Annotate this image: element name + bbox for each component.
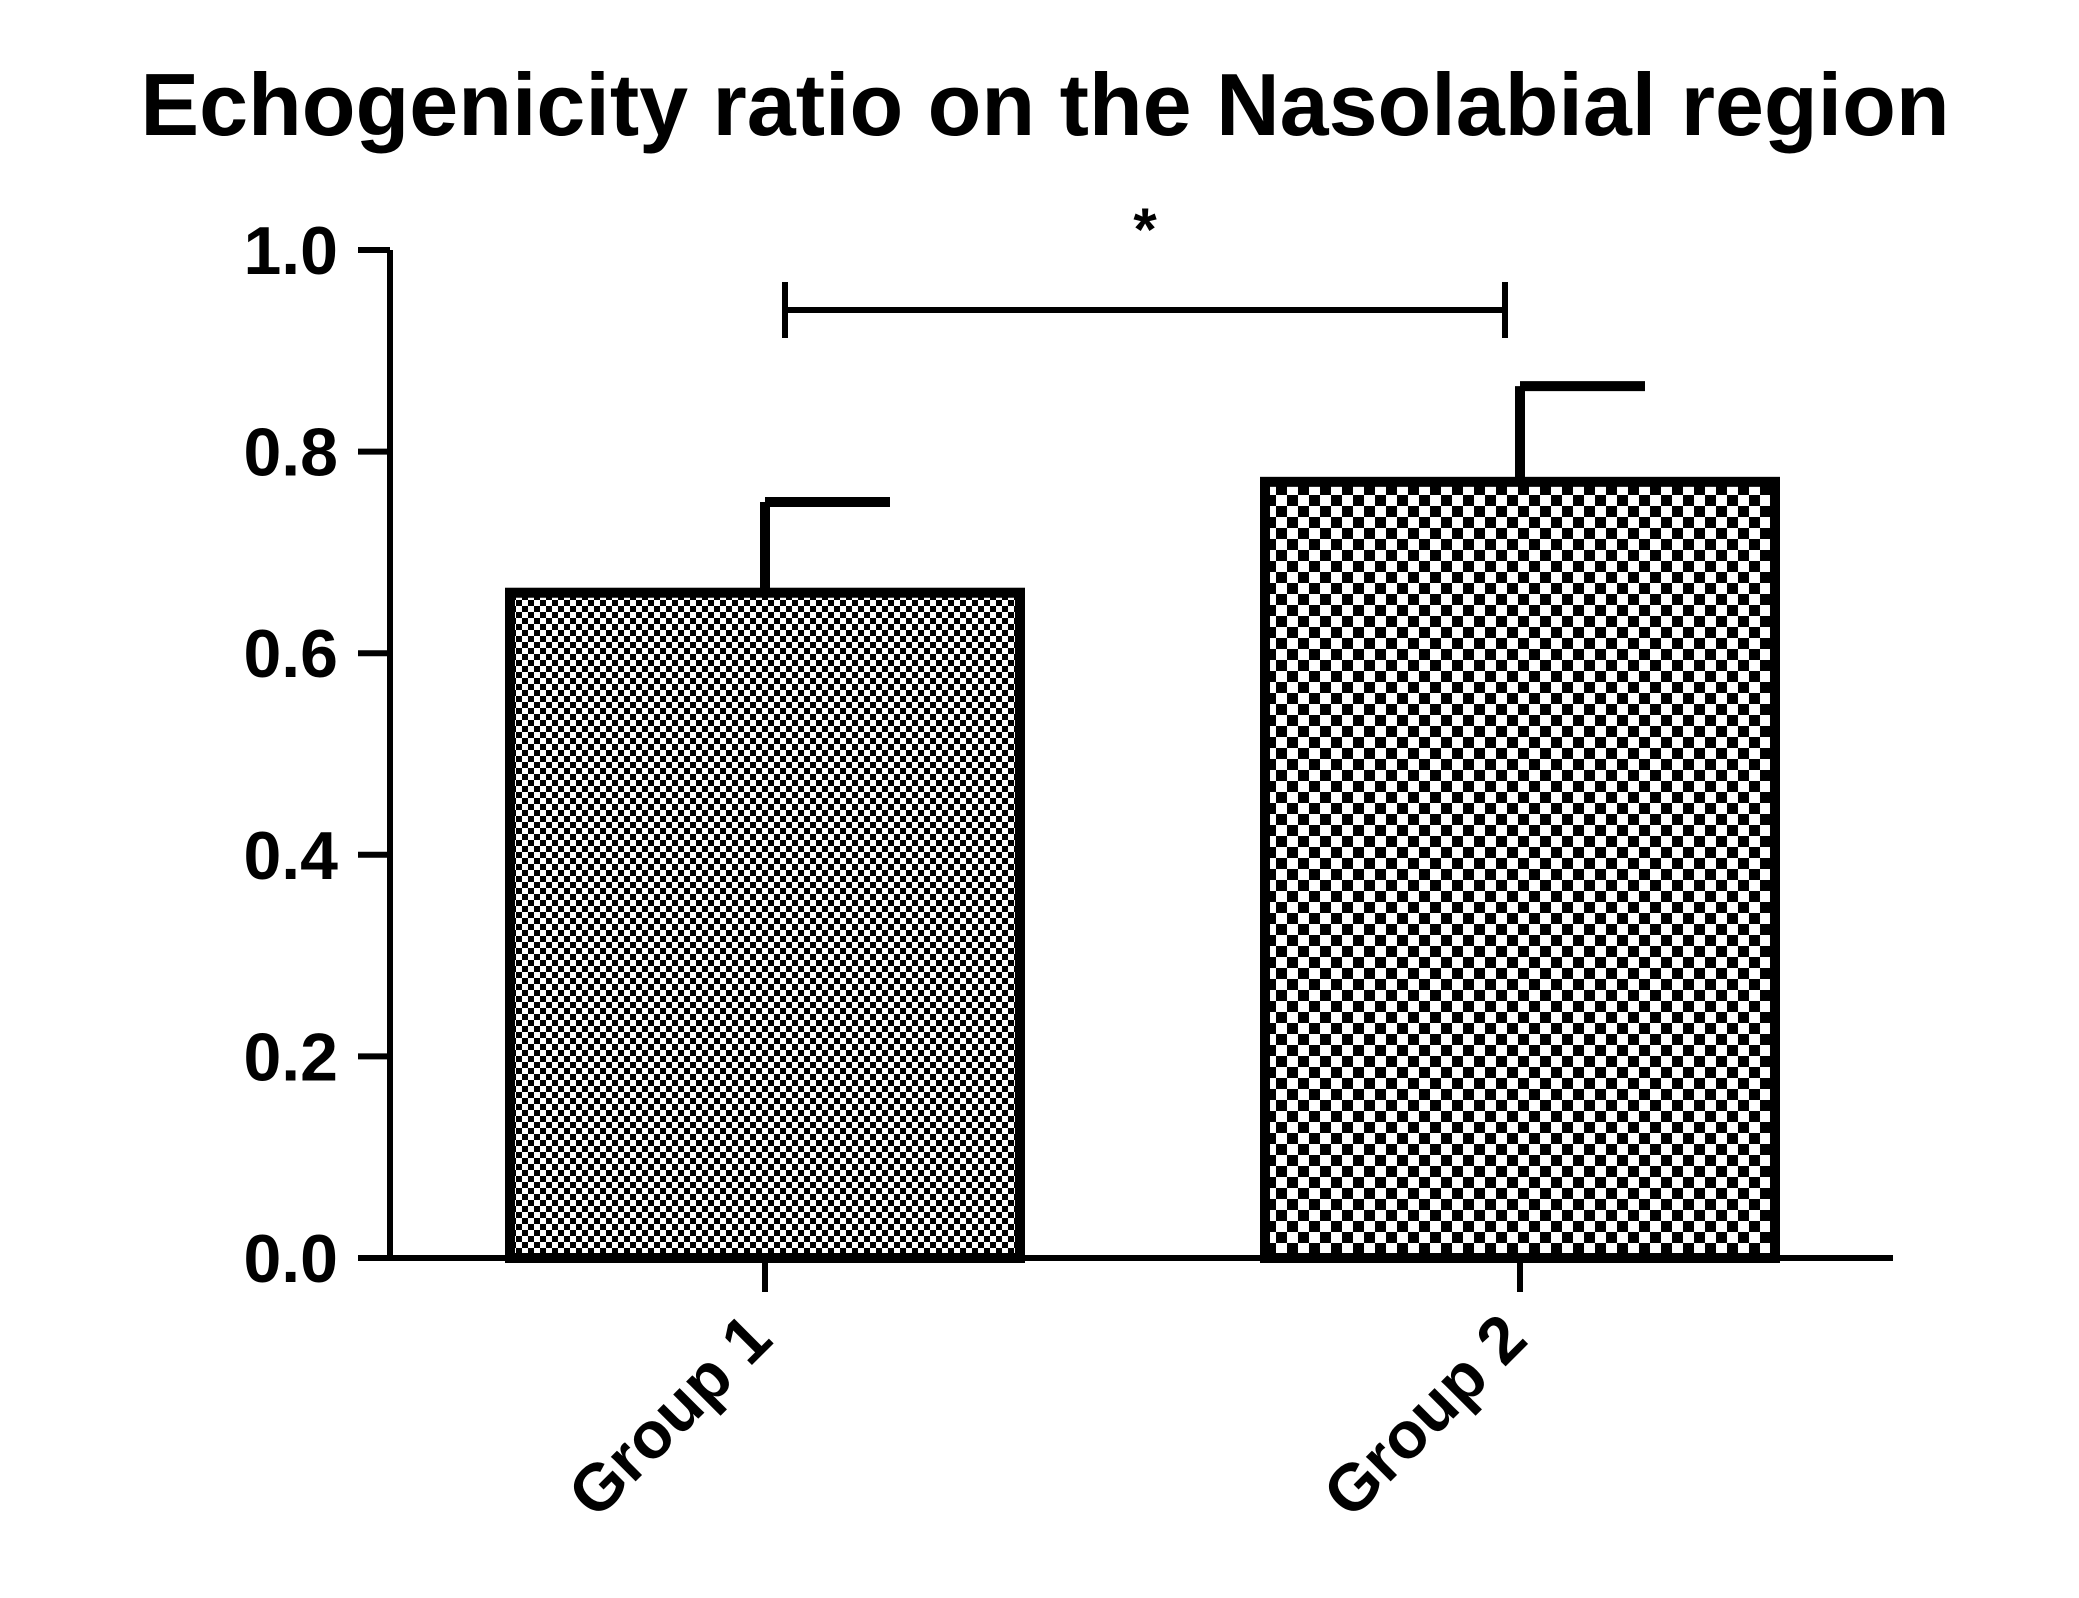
y-tick-label: 0.8 [243, 415, 338, 491]
error-bar [1515, 381, 1645, 482]
y-axis-ticks: 0.0 0.2 0.4 0.6 0.8 1.0 [243, 213, 390, 1297]
x-tick-label: Group 2 [1309, 1300, 1540, 1531]
bar-group-1 [505, 587, 1025, 1263]
error-bars-layer [760, 381, 1645, 593]
chart-title: Echogenicity ratio on the Nasolabial reg… [140, 55, 1949, 154]
bar-group-2 [1260, 476, 1780, 1263]
significance-bracket: * [782, 196, 1508, 338]
y-tick-label: 1.0 [243, 213, 338, 289]
error-bar [760, 497, 890, 593]
x-axis-ticks: Group 1 Group 2 [554, 1258, 1540, 1531]
y-tick-label: 0.4 [243, 818, 338, 894]
significance-label: * [1133, 196, 1157, 263]
x-tick-label: Group 1 [554, 1300, 785, 1531]
bars-layer [505, 476, 1780, 1263]
y-tick-label: 0.6 [243, 616, 338, 692]
y-tick-label: 0.2 [243, 1019, 338, 1095]
y-tick-label: 0.0 [243, 1221, 338, 1297]
